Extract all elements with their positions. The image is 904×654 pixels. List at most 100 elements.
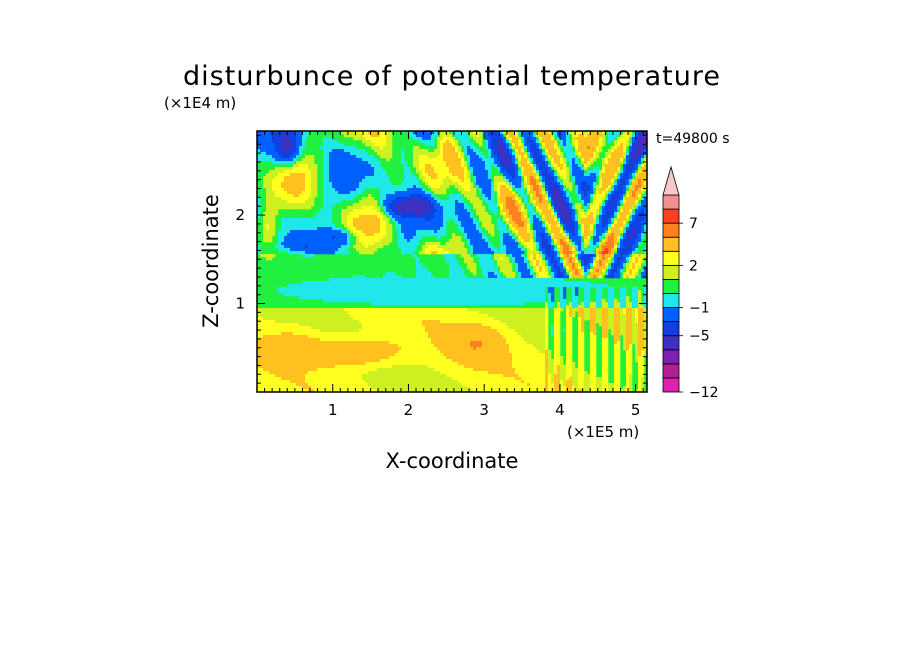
contour-cell xyxy=(626,179,630,183)
contour-cell xyxy=(608,209,612,213)
contour-cell xyxy=(341,197,345,201)
contour-cell xyxy=(470,152,474,156)
contour-cell xyxy=(437,173,441,177)
contour-cell xyxy=(536,209,540,213)
contour-cell xyxy=(395,281,399,285)
contour-cell xyxy=(575,182,579,186)
contour-cell xyxy=(494,278,498,282)
contour-cell xyxy=(548,257,552,261)
contour-cell xyxy=(440,140,444,144)
contour-cell xyxy=(617,254,621,258)
contour-cell xyxy=(536,260,540,264)
contour-cell xyxy=(515,137,519,141)
contour-cell xyxy=(341,236,345,240)
contour-cell xyxy=(389,149,393,153)
contour-cell xyxy=(644,182,647,186)
contour-cell xyxy=(416,200,420,204)
contour-cell xyxy=(488,200,492,204)
contour-cell xyxy=(542,161,546,165)
contour-cell xyxy=(371,161,375,165)
contour-cell xyxy=(413,224,417,228)
contour-cell xyxy=(341,179,345,183)
contour-cell xyxy=(596,188,600,192)
contour-cell xyxy=(548,164,552,168)
contour-cell xyxy=(521,263,525,267)
contour-cell xyxy=(407,215,411,219)
contour-cell xyxy=(644,146,647,150)
contour-cell xyxy=(515,203,519,207)
contour-cell xyxy=(431,188,435,192)
contour-cell xyxy=(569,248,573,252)
contour-cell xyxy=(575,188,579,192)
contour-cell xyxy=(446,161,450,165)
contour-cell xyxy=(500,230,504,234)
contour-cell xyxy=(365,251,369,255)
contour-cell xyxy=(266,227,270,231)
contour-cell xyxy=(263,176,267,180)
contour-cell xyxy=(449,212,453,216)
contour-cell xyxy=(611,218,615,222)
contour-cell xyxy=(461,197,465,201)
contour-cell xyxy=(290,239,294,243)
contour-cell xyxy=(638,206,642,210)
contour-cell xyxy=(503,272,507,276)
contour-cell xyxy=(305,194,309,198)
contour-cell xyxy=(503,182,507,186)
contour-cell xyxy=(461,275,465,279)
contour-cell xyxy=(383,197,387,201)
contour-cell xyxy=(503,224,507,228)
contour-cell xyxy=(443,245,447,249)
contour-cell xyxy=(584,233,588,237)
contour-cell xyxy=(587,158,591,162)
contour-cell xyxy=(311,224,315,228)
contour-cell xyxy=(581,134,585,138)
contour-cell xyxy=(611,173,615,177)
contour-cell xyxy=(548,218,552,222)
contour-cell xyxy=(515,140,519,144)
contour-cell xyxy=(293,245,297,249)
contour-cell xyxy=(557,227,561,231)
contour-cell xyxy=(632,212,636,216)
contour-cell xyxy=(512,209,516,213)
contour-cell xyxy=(371,251,375,255)
contour-cell xyxy=(332,281,336,285)
contour-cell xyxy=(419,167,423,171)
contour-cell xyxy=(422,137,426,141)
contour-cell xyxy=(599,131,603,135)
contour-cell xyxy=(605,155,609,159)
contour-cell xyxy=(467,257,471,261)
contour-cell xyxy=(518,257,522,261)
contour-cell xyxy=(500,146,504,150)
contour-cell xyxy=(350,176,354,180)
contour-cell xyxy=(404,197,408,201)
contour-cell xyxy=(455,182,459,186)
contour-cell xyxy=(434,248,438,252)
contour-cell xyxy=(626,236,630,240)
contour-cell xyxy=(512,155,516,159)
contour-cell xyxy=(359,245,363,249)
contour-cell xyxy=(611,191,615,195)
contour-cell xyxy=(257,152,261,156)
contour-cell xyxy=(635,233,639,237)
contour-cell xyxy=(416,263,420,267)
contour-cell xyxy=(509,215,513,219)
contour-cell xyxy=(629,275,633,279)
contour-cell xyxy=(560,158,564,162)
contour-cell xyxy=(479,239,483,243)
contour-cell xyxy=(263,158,267,162)
contour-cell xyxy=(425,170,429,174)
contour-cell xyxy=(491,149,495,153)
contour-cell xyxy=(353,206,357,210)
contour-cell xyxy=(380,152,384,156)
contour-cell xyxy=(509,191,513,195)
contour-cell xyxy=(551,266,555,270)
contour-cell xyxy=(479,167,483,171)
contour-cell xyxy=(533,182,537,186)
contour-cell xyxy=(524,134,528,138)
contour-cell xyxy=(344,212,348,216)
contour-cell xyxy=(554,266,558,270)
contour-cell xyxy=(266,239,270,243)
contour-cell xyxy=(323,236,327,240)
contour-cell xyxy=(545,200,549,204)
contour-cell xyxy=(278,248,282,252)
